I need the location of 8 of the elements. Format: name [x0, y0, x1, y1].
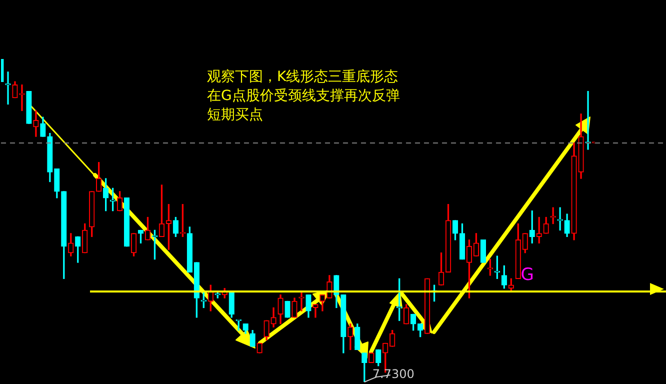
annotation: 观察下图，K线形态三重底形态 — [207, 69, 398, 85]
candlestick — [19, 84, 25, 112]
candlestick — [557, 207, 563, 231]
annotation: G — [520, 264, 534, 285]
annotation: 7.7300 — [372, 367, 414, 382]
annotation: 短期买点 — [207, 107, 263, 123]
annotation: 在G点股价受颈线支撑再次反弹 — [207, 88, 400, 104]
candlestick — [298, 291, 304, 312]
